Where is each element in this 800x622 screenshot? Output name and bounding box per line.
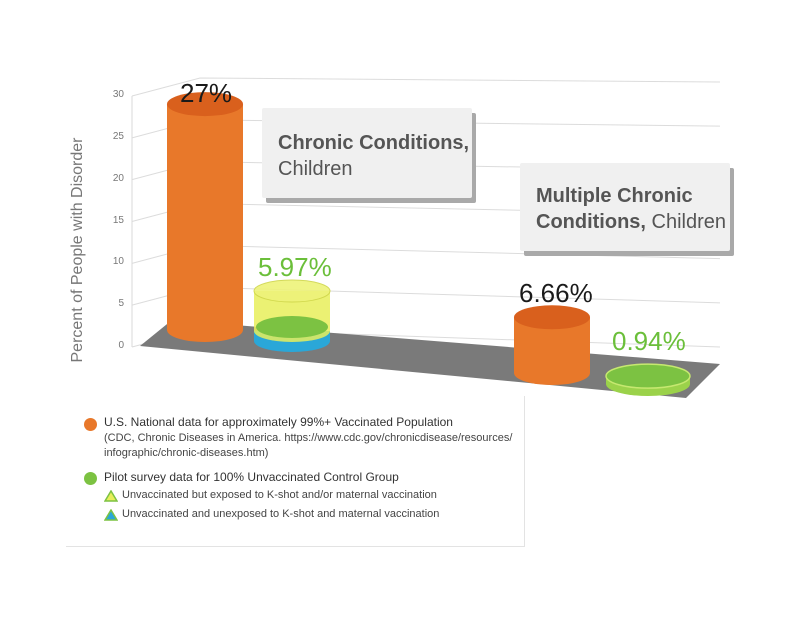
data-label-unvax-multiple: 0.94% <box>612 326 686 356</box>
bar-unvaccinated-chronic-top <box>253 279 331 303</box>
triangle-blue-icon <box>104 509 118 521</box>
legend-subgroup-unexposed: Unvaccinated and unexposed to K-shot and… <box>122 508 440 520</box>
legend-green-dot <box>84 472 97 485</box>
category-box-multiple: Multiple Chronic Conditions, Children <box>520 163 730 251</box>
legend-item-unvaccinated: Pilot survey data for 100% Unvaccinated … <box>104 470 399 484</box>
legend-source-line1: (CDC, Chronic Diseases in America. https… <box>104 432 513 444</box>
bars <box>167 92 691 396</box>
data-label-vax-multiple: 6.66% <box>519 278 593 308</box>
y-tick-label: 25 <box>112 130 124 142</box>
data-label-vax-chronic: 27% <box>180 78 233 108</box>
legend-source-line2: infographic/chronic-diseases.htm) <box>104 447 269 459</box>
category-2-subtitle: Children <box>651 211 727 233</box>
data-label-unvax-chronic: 5.97% <box>258 252 332 282</box>
category-2-title-cont: Conditions, <box>536 211 646 233</box>
grid-line <box>131 77 721 97</box>
category-1-title: Chronic Conditions, <box>278 132 470 154</box>
bar-vaccinated-chronic-top <box>167 92 243 117</box>
legend: U.S. National data for approximately 99%… <box>66 396 525 547</box>
y-tick-label: 0 <box>118 340 124 351</box>
y-tick-label: 20 <box>112 172 124 184</box>
bar-unvaccinated-chronic-inner <box>256 316 328 338</box>
bar-vaccinated-chronic <box>167 92 243 342</box>
bar-unvaccinated-chronic <box>253 279 331 352</box>
category-2-title: Multiple Chronic <box>536 185 693 207</box>
bar-unvaccinated-multiple-top <box>605 363 691 389</box>
category-box-chronic: Chronic Conditions, Children <box>262 108 472 198</box>
y-axis-label: Percent of People with Disorder <box>69 137 86 363</box>
legend-orange-dot <box>84 418 97 431</box>
category-1-subtitle: Children <box>278 158 353 180</box>
bar-unvaccinated-multiple <box>605 363 691 396</box>
legend-subgroup-exposed: Unvaccinated but exposed to K-shot and/o… <box>122 489 437 501</box>
bar-vaccinated-multiple-top <box>514 305 590 330</box>
legend-item-vaccinated: U.S. National data for approximately 99%… <box>104 415 453 429</box>
bar-vaccinated-multiple-body <box>514 317 590 385</box>
bar-vaccinated-chronic-body <box>167 104 243 342</box>
y-tick-label: 30 <box>112 89 124 100</box>
triangle-yellow-icon <box>104 490 118 502</box>
bar-vaccinated-multiple <box>514 305 590 385</box>
y-tick-label: 10 <box>112 256 124 268</box>
y-tick-label: 5 <box>118 298 124 310</box>
y-tick-label: 15 <box>112 214 124 226</box>
